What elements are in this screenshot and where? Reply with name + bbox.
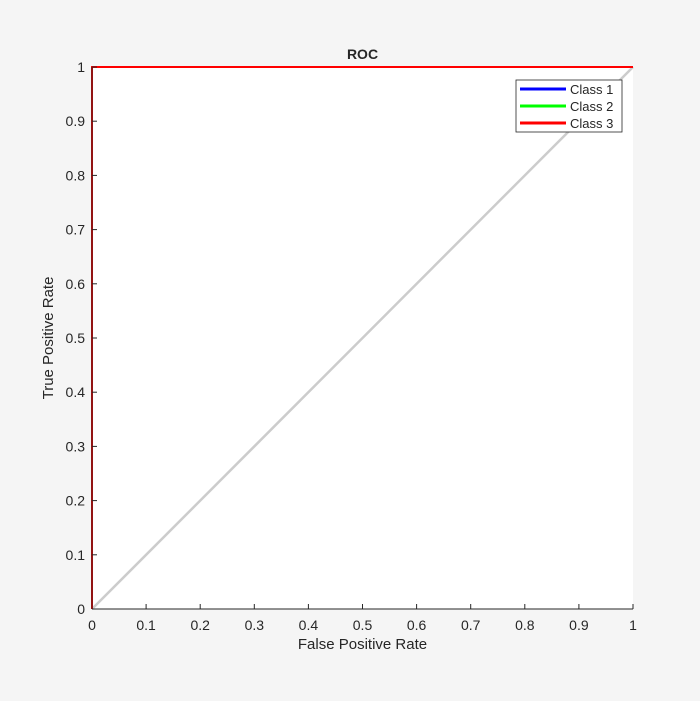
chance-diagonal-line: [91, 66, 634, 610]
y-tick-label: 0.3: [66, 438, 86, 454]
y-tick-label: 0.2: [66, 493, 86, 509]
axes: 0 0.1 0.2 0.3 0.4 0.5 0.6 0.7 0.8 0.9 1 0 0.1 0.2 0.3…: [66, 59, 638, 633]
x-tick-label: 0.1: [136, 617, 156, 633]
x-axis-label: False Positive Rate: [298, 636, 427, 653]
legend: Class 1 Class 2 Class 3: [515, 79, 623, 133]
legend-label-class-2: Class 2: [570, 99, 613, 114]
y-axis-label: True Positive Rate: [40, 277, 57, 400]
x-tick-label: 0.4: [299, 617, 319, 633]
y-tick-label: 0.9: [66, 113, 86, 129]
x-tick-label: 0: [88, 617, 96, 633]
y-ticks: 0 0.1 0.2 0.3 0.4 0.5 0.6 0.7 0.8 0.9 1: [66, 59, 97, 617]
x-tick-label: 0.8: [515, 617, 535, 633]
y-tick-label: 0.6: [66, 276, 86, 292]
x-tick-label: 0.7: [461, 617, 481, 633]
y-tick-label: 0: [77, 601, 85, 617]
y-tick-label: 0.5: [66, 330, 86, 346]
y-tick-label: 0.7: [66, 222, 86, 238]
y-tick-label: 0.4: [66, 384, 86, 400]
y-tick-label: 1: [77, 59, 85, 75]
x-tick-label: 0.6: [407, 617, 427, 633]
chart-title: ROC: [347, 46, 378, 62]
legend-label-class-3: Class 3: [570, 116, 613, 131]
x-tick-label: 0.5: [353, 617, 373, 633]
y-tick-label: 0.8: [66, 167, 86, 183]
x-tick-label: 1: [629, 617, 637, 633]
legend-label-class-1: Class 1: [570, 82, 613, 97]
y-tick-label: 0.1: [66, 547, 86, 563]
x-tick-label: 0.2: [190, 617, 210, 633]
x-ticks: 0 0.1 0.2 0.3 0.4 0.5 0.6 0.7 0.8 0.9 1: [88, 604, 637, 633]
x-tick-label: 0.3: [245, 617, 265, 633]
x-tick-label: 0.9: [569, 617, 589, 633]
